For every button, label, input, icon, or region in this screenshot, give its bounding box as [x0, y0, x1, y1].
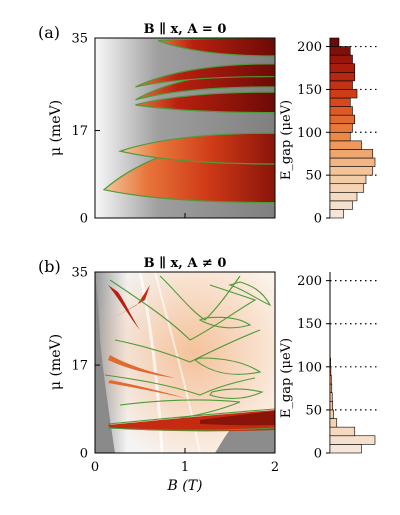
heatmap-a-ylabel: μ (meV) [48, 100, 64, 156]
histogram-bar [330, 132, 350, 141]
histogram-bar [330, 209, 344, 218]
histogram-bar [330, 384, 332, 393]
histogram-tick-label: 150 [297, 317, 322, 332]
y-tick-label: 17 [71, 124, 88, 139]
histogram-a-ylabel: E_gap (μeV) [279, 100, 294, 180]
y-tick-label: 17 [71, 359, 88, 374]
histogram-tick-label: 100 [297, 360, 322, 375]
histogram-bar [330, 98, 350, 107]
heatmap-b-xlabel: B (T) [167, 478, 203, 494]
y-tick-label: 0 [80, 212, 88, 227]
histogram-bar [330, 367, 331, 376]
histogram-bar [330, 158, 375, 167]
histogram-bar [330, 401, 333, 410]
histogram-tick-label: 200 [297, 274, 322, 289]
histogram-bar [330, 410, 334, 419]
histogram-bar [330, 124, 353, 133]
y-tick-label: 35 [71, 32, 88, 47]
x-tick-label: 1 [181, 460, 189, 475]
histogram-bar [330, 375, 331, 384]
histogram-bar [330, 89, 357, 98]
histogram-b: 0 50 100 150 200 [297, 272, 378, 462]
histogram-tick-label: 50 [305, 169, 322, 184]
x-tick-label: 0 [91, 460, 99, 475]
histogram-bar [330, 38, 339, 47]
histogram-bar [330, 107, 353, 116]
histogram-tick-label: 0 [314, 212, 322, 227]
x-tick-label: 2 [271, 460, 279, 475]
histogram-tick-label: 0 [314, 447, 322, 462]
histogram-a: 0 50 100 150 200 [297, 38, 378, 227]
heatmap-b-ylabel: μ (meV) [48, 334, 64, 390]
histogram-bar [330, 149, 373, 158]
histogram-bar [330, 175, 366, 184]
histogram-bar [330, 201, 353, 210]
panel-a-title: B ∥ x, A = 0 [144, 22, 227, 37]
histogram-bar [330, 64, 355, 73]
histogram-bar [330, 358, 331, 367]
heatmap-a [95, 38, 275, 218]
histogram-bar [330, 436, 375, 445]
heatmap-b [95, 272, 275, 453]
histogram-tick-label: 150 [297, 83, 322, 98]
histogram-bar [330, 444, 362, 453]
histogram-bar [330, 81, 353, 90]
histogram-bar [330, 47, 350, 56]
panel-a-label: (a) [38, 23, 60, 42]
histogram-bar [330, 192, 357, 201]
histogram-bar [330, 55, 353, 64]
histogram-bar [330, 184, 364, 193]
histogram-bar [330, 115, 355, 124]
histogram-bar [330, 427, 355, 436]
histogram-bar [330, 419, 337, 428]
histogram-tick-label: 200 [297, 40, 322, 55]
y-tick-label: 0 [80, 447, 88, 462]
y-tick-label: 35 [71, 266, 88, 281]
panel-b-label: (b) [38, 257, 61, 276]
histogram-b-ylabel: E_gap (μeV) [279, 338, 294, 418]
histogram-bar [330, 141, 362, 150]
histogram-tick-label: 100 [297, 126, 322, 141]
histogram-bar [330, 72, 355, 81]
histogram-bar [330, 167, 373, 176]
histogram-tick-label: 50 [305, 403, 322, 418]
panel-b-title: B ∥ x, A ≠ 0 [144, 256, 227, 271]
histogram-bar [330, 393, 332, 402]
